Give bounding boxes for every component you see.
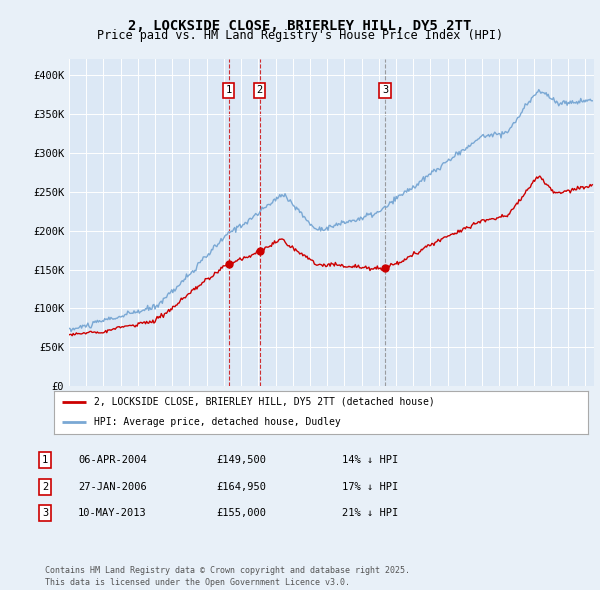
Text: 17% ↓ HPI: 17% ↓ HPI bbox=[342, 482, 398, 491]
Text: 2, LOCKSIDE CLOSE, BRIERLEY HILL, DY5 2TT (detached house): 2, LOCKSIDE CLOSE, BRIERLEY HILL, DY5 2T… bbox=[94, 397, 435, 407]
Text: £155,000: £155,000 bbox=[216, 509, 266, 518]
Text: Price paid vs. HM Land Registry's House Price Index (HPI): Price paid vs. HM Land Registry's House … bbox=[97, 30, 503, 42]
Text: £149,500: £149,500 bbox=[216, 455, 266, 465]
Text: Contains HM Land Registry data © Crown copyright and database right 2025.
This d: Contains HM Land Registry data © Crown c… bbox=[45, 566, 410, 587]
Text: 2: 2 bbox=[42, 482, 48, 491]
Text: £164,950: £164,950 bbox=[216, 482, 266, 491]
Text: 27-JAN-2006: 27-JAN-2006 bbox=[78, 482, 147, 491]
Text: 10-MAY-2013: 10-MAY-2013 bbox=[78, 509, 147, 518]
Text: 3: 3 bbox=[382, 85, 388, 95]
Text: 14% ↓ HPI: 14% ↓ HPI bbox=[342, 455, 398, 465]
Text: 1: 1 bbox=[226, 85, 232, 95]
Text: 3: 3 bbox=[42, 509, 48, 518]
Text: 1: 1 bbox=[42, 455, 48, 465]
Text: 06-APR-2004: 06-APR-2004 bbox=[78, 455, 147, 465]
Text: 2, LOCKSIDE CLOSE, BRIERLEY HILL, DY5 2TT: 2, LOCKSIDE CLOSE, BRIERLEY HILL, DY5 2T… bbox=[128, 19, 472, 33]
Text: 2: 2 bbox=[257, 85, 263, 95]
Text: 21% ↓ HPI: 21% ↓ HPI bbox=[342, 509, 398, 518]
Text: HPI: Average price, detached house, Dudley: HPI: Average price, detached house, Dudl… bbox=[94, 417, 341, 427]
